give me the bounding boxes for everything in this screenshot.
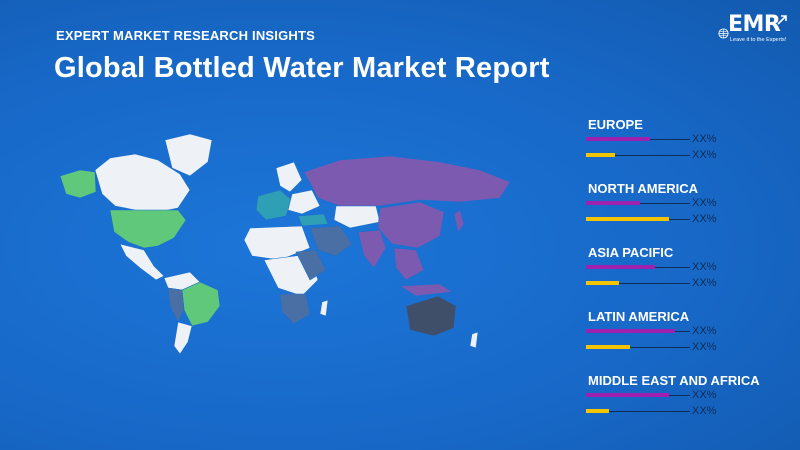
legend-region: EUROPE XX% XX% [586, 117, 786, 173]
world-map [59, 133, 511, 355]
bar-value: XX% [692, 261, 717, 273]
map-andes [167, 287, 185, 323]
map-new-zealand [469, 331, 479, 349]
yellow-bar [586, 153, 615, 157]
bar-track [586, 155, 690, 156]
region-label: LATIN AMERICA [588, 309, 690, 324]
globe-icon [718, 28, 729, 39]
legend-region: LATIN AMERICA XX% XX% [586, 309, 786, 365]
map-central-asia [333, 205, 381, 229]
region-label: MIDDLE EAST AND AFRICA [588, 373, 760, 388]
map-eastern-europe [287, 189, 321, 215]
map-scandinavia [275, 161, 303, 193]
yellow-bar [586, 345, 630, 349]
map-middle-east [309, 225, 353, 257]
map-southeast-asia [393, 247, 425, 281]
map-east-africa [295, 249, 327, 281]
eyebrow-text: EXPERT MARKET RESEARCH INSIGHTS [56, 28, 316, 43]
purple-bar [586, 265, 655, 269]
map-india [357, 229, 387, 269]
map-southern-cone [173, 321, 193, 355]
bar-row-1: XX% [586, 197, 786, 211]
map-australia [405, 295, 457, 337]
purple-bar [586, 137, 650, 141]
yellow-bar [586, 409, 609, 413]
region-label: NORTH AMERICA [588, 181, 699, 196]
map-southern-africa [279, 293, 311, 325]
region-label: ASIA PACIFIC [588, 245, 674, 260]
bar-track [586, 347, 690, 348]
bar-value: XX% [692, 277, 717, 289]
purple-bar [586, 329, 675, 333]
map-turkey [297, 213, 329, 227]
bar-row-2: XX% [586, 341, 786, 355]
region-label: EUROPE [588, 117, 643, 132]
bar-track [586, 411, 690, 412]
map-western-europe [255, 189, 293, 221]
bar-row-1: XX% [586, 389, 786, 403]
bar-row-1: XX% [586, 325, 786, 339]
map-brazil [181, 281, 221, 327]
bar-value: XX% [692, 149, 717, 161]
bar-row-1: XX% [586, 261, 786, 275]
yellow-bar [586, 281, 619, 285]
bar-value: XX% [692, 325, 717, 337]
bar-value: XX% [692, 405, 717, 417]
purple-bar [586, 201, 640, 205]
emr-logo: EMR Leave it to the Experts! [718, 12, 792, 48]
bar-value: XX% [692, 389, 717, 401]
bar-row-2: XX% [586, 149, 786, 163]
legend-region: ASIA PACIFIC XX% XX% [586, 245, 786, 301]
map-madagascar [319, 299, 329, 317]
map-mexico [119, 243, 165, 281]
logo-tagline: Leave it to the Experts! [730, 37, 787, 43]
bar-track [586, 283, 690, 284]
bar-value: XX% [692, 133, 717, 145]
purple-bar [586, 393, 669, 397]
bar-row-2: XX% [586, 213, 786, 227]
bar-row-2: XX% [586, 277, 786, 291]
bar-value: XX% [692, 197, 717, 209]
legend-region: NORTH AMERICA XX% XX% [586, 181, 786, 237]
bar-row-2: XX% [586, 405, 786, 419]
bar-row-1: XX% [586, 133, 786, 147]
map-canada [94, 153, 191, 213]
logo-wordmark: EMR [728, 12, 781, 37]
map-japan [453, 209, 465, 233]
map-indonesia [399, 283, 453, 297]
page-title: Global Bottled Water Market Report [54, 52, 550, 84]
map-china [377, 201, 445, 249]
arrow-icon [777, 15, 787, 25]
yellow-bar [586, 217, 669, 221]
map-greenland [164, 133, 213, 177]
bar-value: XX% [692, 341, 717, 353]
map-usa [109, 209, 187, 249]
legend-region: MIDDLE EAST AND AFRICA XX% XX% [586, 373, 786, 429]
bar-value: XX% [692, 213, 717, 225]
map-russia [303, 155, 511, 207]
map-alaska [59, 169, 97, 199]
